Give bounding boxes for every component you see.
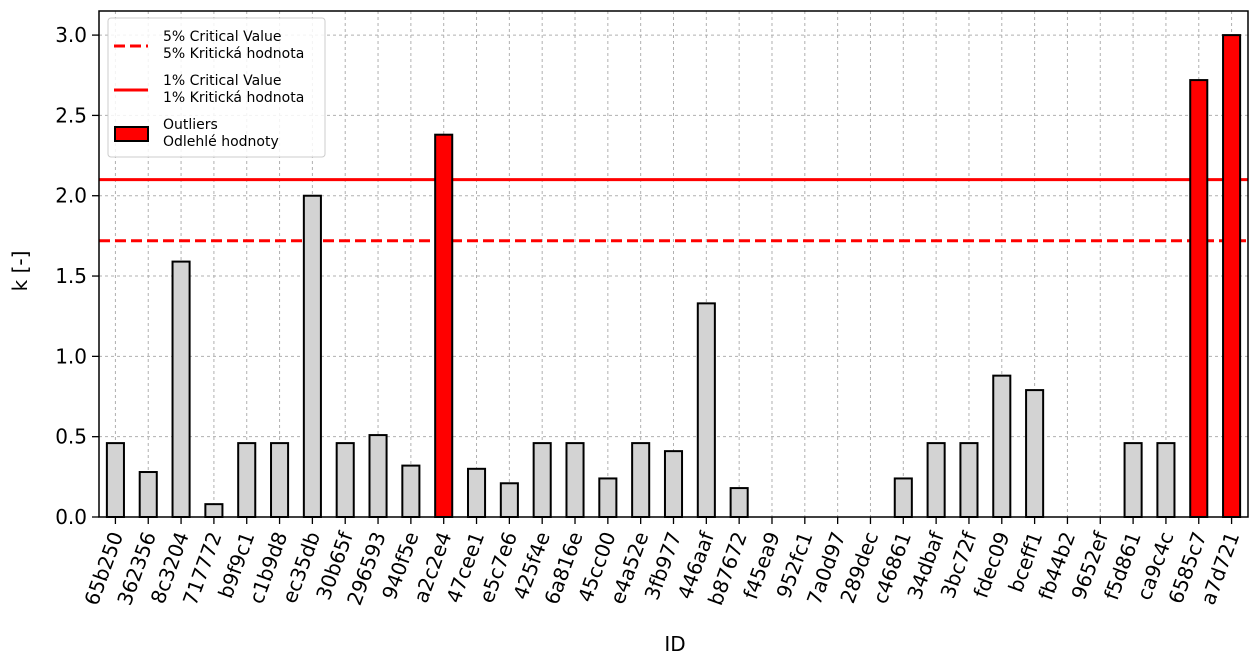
bar	[893, 477, 913, 519]
y-tick-label: 1.0	[55, 344, 87, 368]
bar	[532, 442, 552, 519]
legend-label: 5% Critical Value	[163, 29, 282, 45]
bar	[270, 442, 290, 519]
bar	[959, 442, 979, 519]
bar	[105, 442, 125, 519]
y-tick-label: 2.5	[55, 103, 87, 127]
bar	[992, 374, 1012, 518]
bar-outlier	[434, 133, 454, 518]
plot-frame	[98, 10, 1249, 518]
legend-swatch-bar	[114, 126, 149, 142]
legend-label: Outliers	[163, 117, 218, 133]
y-tick-label: 0.0	[55, 505, 87, 529]
bars	[105, 34, 1242, 519]
bar	[1123, 442, 1143, 519]
bar	[302, 194, 322, 518]
bar	[401, 464, 421, 519]
y-axis-title: k [-]	[8, 251, 32, 292]
critical-value-lines	[99, 178, 1248, 243]
legend-box	[107, 17, 326, 158]
bar	[204, 503, 224, 518]
bar	[1025, 389, 1045, 519]
bar-outlier	[1189, 79, 1209, 518]
bar	[926, 442, 946, 519]
bar	[631, 442, 651, 519]
bar	[237, 442, 257, 519]
bar	[729, 487, 749, 519]
legend-label: 1% Kritická hodnota	[163, 90, 304, 106]
bar	[663, 450, 684, 518]
legend-label: 5% Kritická hodnota	[163, 46, 304, 62]
bar	[138, 471, 158, 518]
bar	[171, 260, 191, 519]
y-tick-label: 0.5	[55, 425, 87, 449]
y-tick-label: 2.0	[55, 184, 87, 208]
legend-label: Odlehlé hodnoty	[163, 134, 279, 150]
bar	[335, 442, 355, 519]
bar	[499, 482, 519, 518]
y-tick-label: 3.0	[55, 23, 87, 47]
y-tick-label: 1.5	[55, 264, 87, 288]
bar	[466, 467, 487, 518]
bar	[598, 477, 618, 519]
x-axis-title: ID	[664, 632, 685, 655]
bar	[1156, 442, 1176, 519]
bar	[565, 442, 585, 519]
bar-outlier	[1222, 34, 1242, 518]
legend-label: 1% Critical Value	[163, 73, 282, 89]
bar	[368, 434, 388, 519]
bar	[696, 302, 716, 518]
